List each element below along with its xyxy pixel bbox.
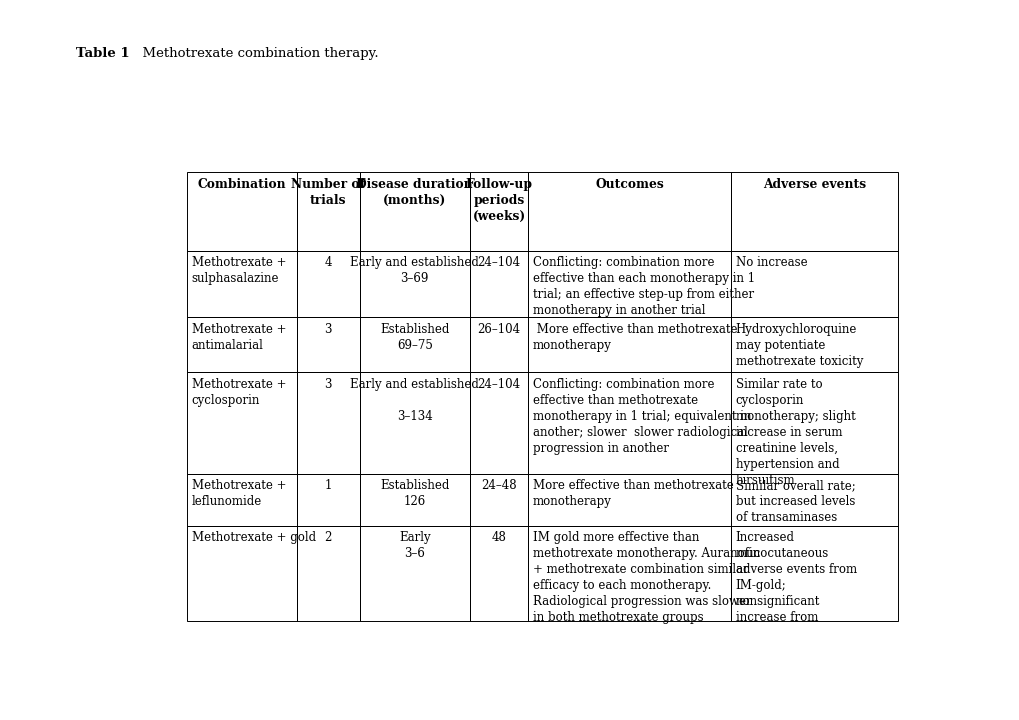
Text: 24–48: 24–48	[481, 480, 517, 492]
Text: Early
3–6: Early 3–6	[398, 531, 430, 560]
Bar	[731, 474, 898, 526]
Text: Combination: Combination	[198, 178, 286, 191]
Bar	[297, 172, 360, 251]
Bar	[731, 526, 898, 621]
Text: Methotrexate + gold: Methotrexate + gold	[192, 531, 315, 544]
Bar	[528, 372, 731, 474]
Bar	[186, 172, 297, 251]
Text: Methotrexate +
antimalarial: Methotrexate + antimalarial	[192, 323, 285, 352]
Text: No increase: No increase	[735, 256, 807, 269]
Text: 2: 2	[324, 531, 332, 544]
Text: Disease duration
(months): Disease duration (months)	[357, 178, 473, 207]
Text: Established
126: Established 126	[380, 480, 449, 508]
Text: More effective than methotrexate
monotherapy: More effective than methotrexate monothe…	[533, 480, 733, 508]
Bar	[297, 372, 360, 474]
Text: Table 1: Table 1	[76, 47, 130, 60]
Bar	[731, 172, 898, 251]
Bar	[470, 172, 528, 251]
Text: Early and established
3–69: Early and established 3–69	[350, 256, 479, 285]
Text: Outcomes: Outcomes	[595, 178, 663, 191]
Bar	[297, 251, 360, 318]
Text: Similar rate to
cyclosporin
monotherapy; slight
increase in serum
creatinine lev: Similar rate to cyclosporin monotherapy;…	[735, 378, 855, 487]
Text: Methotrexate combination therapy.: Methotrexate combination therapy.	[133, 47, 378, 60]
Bar	[297, 318, 360, 372]
Text: 1: 1	[324, 480, 332, 492]
Bar	[470, 372, 528, 474]
Bar	[731, 251, 898, 318]
Text: 24–104: 24–104	[477, 378, 520, 391]
Bar	[470, 318, 528, 372]
Text: 3: 3	[324, 378, 332, 391]
Bar	[528, 251, 731, 318]
Bar	[186, 251, 297, 318]
Text: Methotrexate +
cyclosporin: Methotrexate + cyclosporin	[192, 378, 285, 407]
Bar	[360, 474, 470, 526]
Bar	[360, 372, 470, 474]
Bar	[186, 372, 297, 474]
Text: 4: 4	[324, 256, 332, 269]
Bar	[360, 526, 470, 621]
Text: Increased
mucocutaneous
adverse events from
IM-gold;
nonsignificant
increase fro: Increased mucocutaneous adverse events f…	[735, 531, 856, 624]
Bar	[470, 526, 528, 621]
Bar	[470, 474, 528, 526]
Text: IM gold more effective than
methotrexate monotherapy. Auranofin
+ methotrexate c: IM gold more effective than methotrexate…	[533, 531, 759, 624]
Text: Established
69–75: Established 69–75	[380, 323, 449, 352]
Bar	[297, 526, 360, 621]
Bar	[360, 318, 470, 372]
Text: Similar overall rate;
but increased levels
of transaminases: Similar overall rate; but increased leve…	[735, 480, 855, 524]
Text: Conflicting: combination more
effective than each monotherapy in 1
trial; an eff: Conflicting: combination more effective …	[533, 256, 754, 317]
Bar	[528, 318, 731, 372]
Text: Early and established

3–134: Early and established 3–134	[350, 378, 479, 423]
Text: 26–104: 26–104	[477, 323, 520, 336]
Bar	[297, 474, 360, 526]
Text: Conflicting: combination more
effective than methotrexate
monotherapy in 1 trial: Conflicting: combination more effective …	[533, 378, 751, 455]
Bar	[360, 251, 470, 318]
Bar	[731, 318, 898, 372]
Text: Number of
trials: Number of trials	[291, 178, 365, 207]
Bar	[470, 251, 528, 318]
Bar	[186, 318, 297, 372]
Text: More effective than methotrexate
monotherapy: More effective than methotrexate monothe…	[533, 323, 737, 352]
Bar	[731, 372, 898, 474]
Text: Adverse events: Adverse events	[762, 178, 865, 191]
Bar	[528, 172, 731, 251]
Bar	[360, 172, 470, 251]
Text: 3: 3	[324, 323, 332, 336]
Text: 24–104: 24–104	[477, 256, 520, 269]
Bar	[186, 526, 297, 621]
Bar	[528, 474, 731, 526]
Bar	[528, 526, 731, 621]
Text: Methotrexate +
leflunomide: Methotrexate + leflunomide	[192, 480, 285, 508]
Text: Hydroxychloroquine
may potentiate
methotrexate toxicity: Hydroxychloroquine may potentiate methot…	[735, 323, 862, 368]
Text: 48: 48	[491, 531, 506, 544]
Text: Follow-up
periods
(weeks): Follow-up periods (weeks)	[465, 178, 532, 223]
Text: Methotrexate +
sulphasalazine: Methotrexate + sulphasalazine	[192, 256, 285, 285]
Bar	[186, 474, 297, 526]
